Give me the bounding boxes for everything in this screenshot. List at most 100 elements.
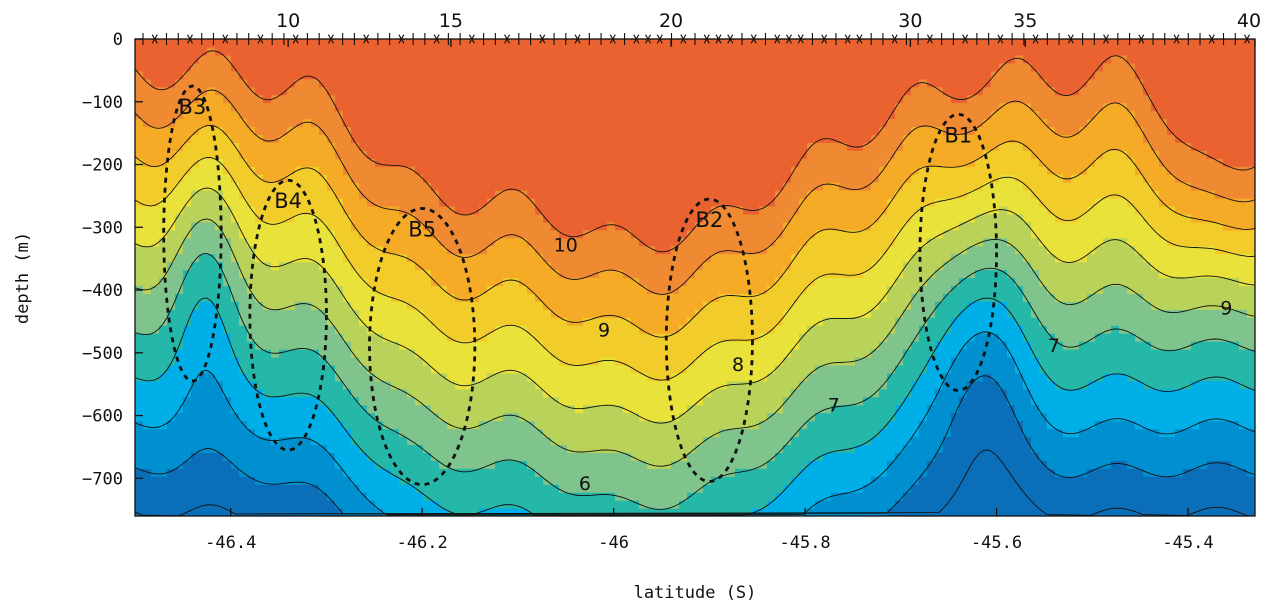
band-cell: [463, 118, 472, 128]
band-cell: [743, 237, 752, 247]
band-cell: [271, 190, 280, 199]
band-cell: [735, 150, 744, 159]
band-cell: [495, 245, 504, 255]
band-cell: [535, 102, 544, 112]
band-cell: [319, 134, 328, 143]
band-cell: [647, 205, 656, 215]
band-cell: [455, 142, 464, 151]
band-cell: [495, 39, 504, 48]
band-cell: [303, 54, 312, 64]
band-cell: [455, 94, 464, 104]
band-cell: [215, 404, 224, 414]
band-cell: [399, 333, 408, 342]
band-cell: [735, 277, 744, 287]
band-cell: [759, 190, 768, 199]
band-cell: [783, 372, 792, 382]
band-cell: [295, 285, 304, 294]
band-cell: [223, 436, 232, 446]
band-cell: [543, 46, 552, 56]
band-cell: [231, 404, 240, 414]
band-cell: [703, 237, 712, 247]
band-cell: [359, 436, 368, 446]
band-cell: [631, 484, 640, 493]
band-cell: [599, 357, 608, 366]
band-cell: [575, 62, 584, 72]
band-cell: [743, 444, 752, 453]
band-cell: [495, 213, 504, 223]
band-cell: [567, 420, 576, 430]
band-cell: [151, 396, 160, 406]
band-cell: [207, 126, 216, 135]
band-cell: [143, 39, 152, 48]
band-cell: [639, 174, 648, 183]
band-cell: [559, 94, 568, 104]
band-cell: [447, 460, 456, 469]
band-cell: [647, 62, 656, 72]
band-cell: [447, 325, 456, 334]
band-cell: [191, 174, 200, 183]
band-cell: [591, 325, 600, 334]
band-cell: [303, 166, 312, 175]
band-cell: [535, 404, 544, 414]
band-cell: [327, 78, 336, 88]
band-cell: [399, 94, 408, 104]
band-cell: [567, 460, 576, 469]
band-cell: [535, 174, 544, 183]
band-cell: [199, 126, 208, 135]
band-cell: [599, 198, 608, 207]
band-cell: [135, 110, 144, 120]
band-cell: [535, 229, 544, 239]
band-cell: [455, 444, 464, 453]
band-cell: [591, 341, 600, 350]
band-cell: [207, 380, 216, 390]
band-cell: [775, 182, 784, 191]
band-cell: [375, 150, 384, 159]
band-cell: [175, 364, 184, 374]
band-cell: [431, 325, 440, 334]
band-cell: [239, 126, 248, 135]
band-cell: [455, 182, 464, 191]
band-cell: [743, 380, 752, 390]
band-cell: [711, 182, 720, 191]
band-cell: [479, 62, 488, 72]
band-cell: [535, 492, 544, 501]
band-cell: [431, 333, 440, 342]
band-cell: [151, 428, 160, 438]
band-cell: [599, 333, 608, 342]
band-cell: [719, 468, 728, 477]
band-cell: [719, 150, 728, 159]
band-cell: [759, 70, 768, 80]
band-cell: [447, 54, 456, 64]
band-cell: [791, 70, 800, 80]
band-cell: [687, 396, 696, 406]
band-cell: [631, 500, 640, 509]
band-cell: [167, 285, 176, 294]
band-cell: [199, 102, 208, 112]
band-cell: [263, 126, 272, 135]
band-cell: [295, 110, 304, 120]
band-cell: [503, 198, 512, 207]
band-cell: [343, 444, 352, 453]
band-cell: [519, 46, 528, 56]
band-cell: [231, 158, 240, 167]
band-cell: [719, 325, 728, 334]
band-cell: [663, 174, 672, 183]
band-cell: [511, 118, 520, 128]
band-cell: [543, 452, 552, 461]
band-cell: [671, 142, 680, 151]
band-cell: [423, 182, 432, 191]
band-cell: [599, 245, 608, 255]
band-cell: [727, 221, 736, 231]
band-cell: [751, 142, 760, 151]
band-cell: [359, 341, 368, 350]
band-cell: [199, 468, 208, 477]
band-cell: [631, 349, 640, 358]
band-cell: [647, 508, 656, 516]
band-cell: [303, 94, 312, 104]
band-cell: [415, 205, 424, 215]
band-cell: [303, 86, 312, 96]
band-cell: [759, 285, 768, 294]
band-cell: [719, 94, 728, 104]
band-cell: [391, 341, 400, 350]
band-cell: [511, 357, 520, 366]
